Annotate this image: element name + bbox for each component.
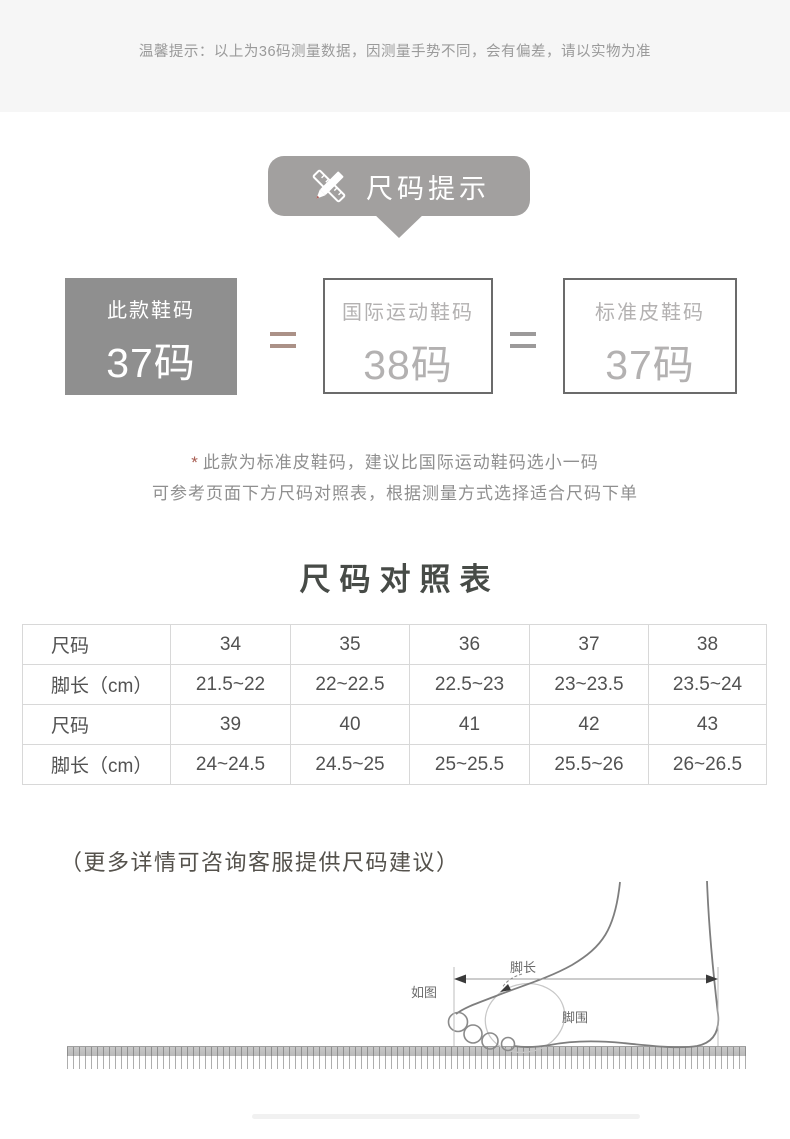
girth-arrow-curve [501,973,523,989]
international-sport-size-box: 国际运动鞋码 38码 [323,278,493,394]
size-chart-table: 尺码 34 35 36 37 38 脚长（cm） 21.5~22 22~22.5… [22,624,767,785]
measurement-disclaimer-text: 温馨提示：以上为36码测量数据，因测量手势不同，会有偏差，请以实物为准 [138,44,652,60]
size-advice-line1: * 此款为标准皮鞋码，建议比国际运动鞋码选小一码 [0,448,790,473]
equals-icon [270,332,296,348]
table-row: 脚长（cm） 21.5~22 22~22.5 22.5~23 23~23.5 2… [22,664,767,705]
foot-length-cell: 26~26.5 [648,744,767,785]
size-cell: 35 [290,624,410,665]
size-advice-line1-text: 此款为标准皮鞋码，建议比国际运动鞋码选小一码 [202,453,599,472]
toe-outline [500,1036,516,1052]
row-header-cell: 尺码 [22,624,171,665]
this-shoe-size-label: 此款鞋码 [107,300,195,322]
standard-leather-size-label: 标准皮鞋码 [595,302,705,324]
faint-smudge [252,1114,640,1119]
foot-measurement-diagram: 脚长 如图 脚围 [411,880,720,1054]
ruler-pencil-icon [312,169,346,203]
size-cell: 37 [529,624,649,665]
foot-girth-label: 脚围 [562,1010,588,1025]
row-header-cell: 尺码 [22,704,171,745]
as-shown-label: 如图 [411,985,437,1000]
asterisk-mark: * [191,453,199,472]
customer-service-note: （更多详情可咨询客服提供尺码建议） [60,850,460,875]
size-cell: 34 [170,624,291,665]
size-cell: 40 [290,704,410,745]
toe-outline [447,1011,469,1033]
size-cell: 36 [409,624,530,665]
foot-length-cell: 25.5~26 [529,744,649,785]
foot-length-cell: 24~24.5 [170,744,291,785]
girth-arrow-icon [500,984,511,992]
standard-leather-size-box: 标准皮鞋码 37码 [563,278,737,394]
size-cell: 41 [409,704,530,745]
row-header-cell: 脚长（cm） [22,664,171,705]
standard-leather-size-value: 37码 [605,342,695,388]
size-cell: 38 [648,624,767,665]
foot-length-cell: 23~23.5 [529,664,649,705]
size-chart-title: 尺码对照表 [299,562,500,597]
arrow-right-icon [706,974,718,984]
international-sport-size-label: 国际运动鞋码 [342,302,474,324]
toe-outline [481,1032,499,1050]
size-cell: 43 [648,704,767,745]
row-header-cell: 脚长（cm） [22,744,171,785]
this-shoe-size-value: 37码 [106,340,196,386]
equals-icon [510,332,536,348]
ruler-ticks [67,1056,746,1069]
table-row: 脚长（cm） 24~24.5 24.5~25 25~25.5 25.5~26 2… [22,744,767,785]
ruler-band [67,1046,746,1056]
foot-length-cell: 21.5~22 [170,664,291,705]
foot-length-cell: 22~22.5 [290,664,410,705]
toe-outline [463,1024,483,1044]
size-notice-badge: 尺码提示 [268,156,530,216]
size-cell: 42 [529,704,649,745]
foot-girth-ellipse [484,982,566,1054]
international-sport-size-value: 38码 [363,342,453,388]
top-hint-strip: 温馨提示：以上为36码测量数据，因测量手势不同，会有偏差，请以实物为准 [0,0,790,112]
size-cell: 39 [170,704,291,745]
foot-length-cell: 25~25.5 [409,744,530,785]
table-row: 尺码 34 35 36 37 38 [22,624,767,665]
size-advice-line2: 可参考页面下方尺码对照表，根据测量方式选择适合尺码下单 [152,484,638,503]
foot-length-label: 脚长 [510,960,536,975]
size-notice-label: 尺码提示 [366,173,490,204]
foot-length-cell: 23.5~24 [648,664,767,705]
foot-outline-front [455,881,621,1015]
badge-pointer [372,212,426,238]
foot-length-cell: 22.5~23 [409,664,530,705]
arrow-left-icon [454,974,466,984]
foot-length-cell: 24.5~25 [290,744,410,785]
table-row: 尺码 39 40 41 42 43 [22,704,767,745]
this-shoe-size-box: 此款鞋码 37码 [65,278,237,395]
